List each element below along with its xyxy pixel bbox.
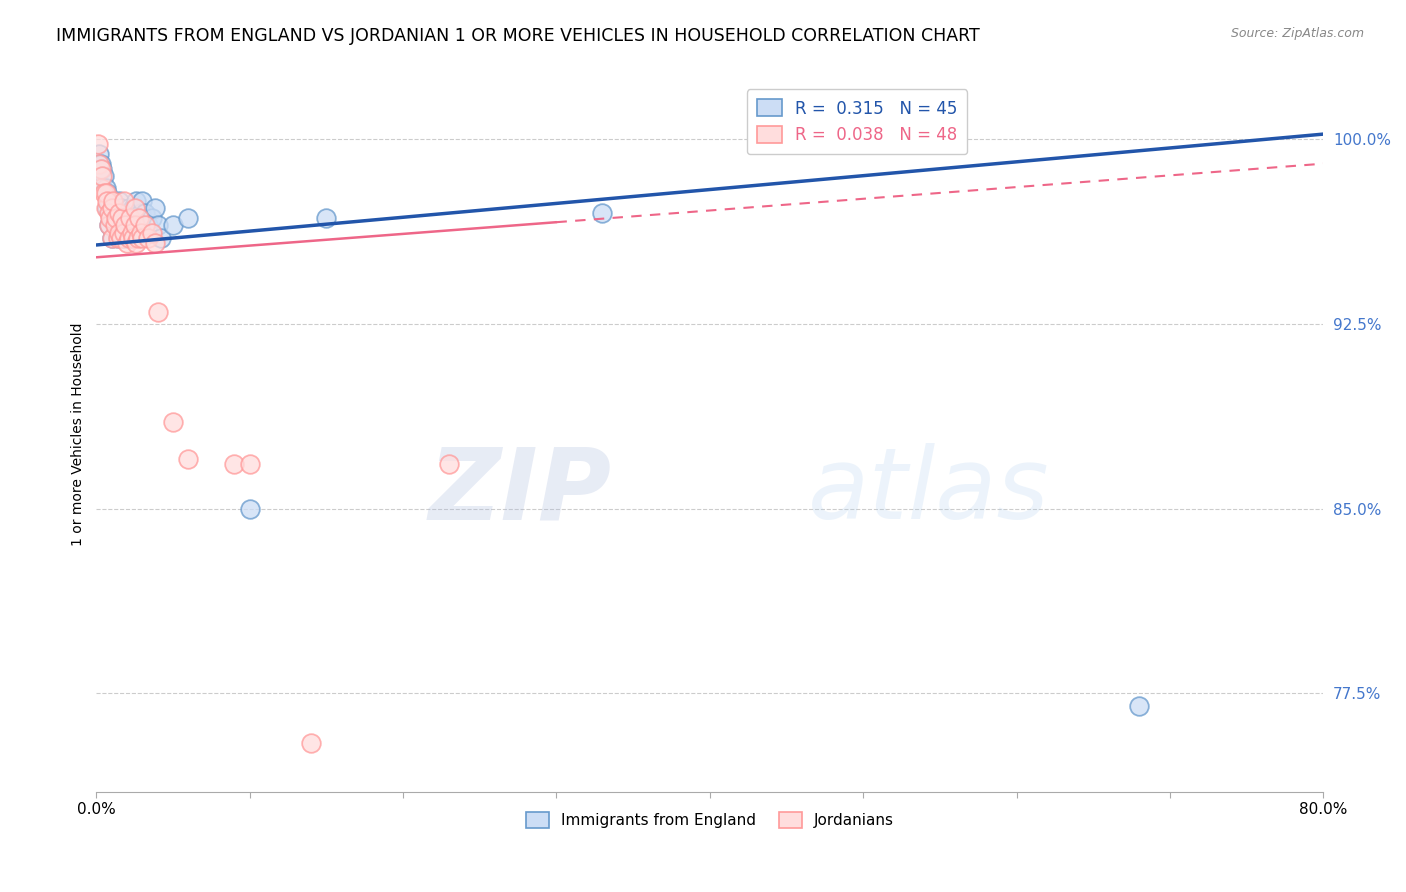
- Point: [114, 219, 136, 233]
- Point: [141, 226, 163, 240]
- Point: [121, 226, 143, 240]
- Point: [117, 201, 139, 215]
- Point: [149, 230, 172, 244]
- Point: [108, 211, 131, 225]
- Text: IMMIGRANTS FROM ENGLAND VS JORDANIAN 1 OR MORE VEHICLES IN HOUSEHOLD CORRELATION: IMMIGRANTS FROM ENGLAND VS JORDANIAN 1 O…: [56, 27, 980, 45]
- Point: [112, 226, 135, 240]
- Point: [91, 161, 114, 176]
- Point: [98, 206, 121, 220]
- Point: [138, 219, 160, 233]
- Point: [162, 416, 184, 430]
- Point: [103, 194, 125, 208]
- Point: [125, 235, 148, 250]
- Point: [97, 219, 120, 233]
- Point: [127, 230, 149, 244]
- Point: [97, 194, 120, 208]
- Point: [111, 219, 134, 233]
- Point: [115, 235, 138, 250]
- Point: [90, 161, 112, 176]
- Point: [112, 194, 135, 208]
- Point: [100, 201, 122, 215]
- Point: [108, 194, 131, 208]
- Point: [143, 235, 166, 250]
- Point: [437, 457, 460, 471]
- Point: [138, 230, 160, 244]
- Legend: Immigrants from England, Jordanians: Immigrants from England, Jordanians: [520, 806, 900, 834]
- Point: [89, 156, 111, 170]
- Point: [105, 211, 128, 225]
- Point: [96, 194, 118, 208]
- Point: [117, 230, 139, 244]
- Point: [112, 230, 135, 244]
- Point: [100, 230, 122, 244]
- Point: [299, 736, 322, 750]
- Point: [129, 206, 152, 220]
- Point: [89, 146, 111, 161]
- Point: [96, 186, 118, 201]
- Point: [177, 452, 200, 467]
- Point: [125, 194, 148, 208]
- Point: [110, 201, 132, 215]
- Point: [100, 230, 122, 244]
- Point: [1128, 698, 1150, 713]
- Point: [239, 501, 262, 516]
- Point: [104, 219, 127, 233]
- Point: [114, 206, 136, 220]
- Text: ZIP: ZIP: [429, 443, 612, 541]
- Point: [120, 211, 142, 225]
- Point: [94, 201, 117, 215]
- Point: [108, 226, 131, 240]
- Point: [115, 211, 138, 225]
- Point: [107, 230, 129, 244]
- Point: [91, 169, 114, 183]
- Point: [110, 230, 132, 244]
- Point: [131, 194, 153, 208]
- Point: [131, 230, 153, 244]
- Point: [108, 206, 131, 220]
- Point: [127, 219, 149, 233]
- Point: [121, 230, 143, 244]
- Point: [98, 211, 121, 225]
- Point: [239, 457, 262, 471]
- Point: [122, 230, 145, 244]
- Text: atlas: atlas: [808, 443, 1050, 541]
- Text: Source: ZipAtlas.com: Source: ZipAtlas.com: [1230, 27, 1364, 40]
- Point: [143, 201, 166, 215]
- Point: [93, 186, 115, 201]
- Point: [90, 156, 112, 170]
- Point: [591, 206, 613, 220]
- Point: [96, 201, 118, 215]
- Point: [93, 169, 115, 183]
- Point: [104, 206, 127, 220]
- Point: [124, 219, 146, 233]
- Point: [122, 201, 145, 215]
- Point: [124, 211, 146, 225]
- Point: [177, 211, 200, 225]
- Point: [128, 211, 150, 225]
- Point: [224, 457, 246, 471]
- Point: [97, 219, 120, 233]
- Point: [94, 181, 117, 195]
- Point: [87, 136, 110, 151]
- Point: [129, 226, 152, 240]
- Point: [107, 230, 129, 244]
- Point: [162, 219, 184, 233]
- Point: [94, 186, 117, 201]
- Point: [120, 219, 142, 233]
- Point: [100, 211, 122, 225]
- Point: [103, 194, 125, 208]
- Point: [141, 211, 163, 225]
- Point: [134, 206, 156, 220]
- Point: [105, 219, 128, 233]
- Point: [146, 219, 169, 233]
- Point: [128, 211, 150, 225]
- Point: [97, 206, 120, 220]
- Point: [90, 181, 112, 195]
- Point: [124, 201, 146, 215]
- Point: [134, 219, 156, 233]
- Point: [315, 211, 337, 225]
- Point: [111, 211, 134, 225]
- Y-axis label: 1 or more Vehicles in Household: 1 or more Vehicles in Household: [72, 323, 86, 547]
- Point: [146, 304, 169, 318]
